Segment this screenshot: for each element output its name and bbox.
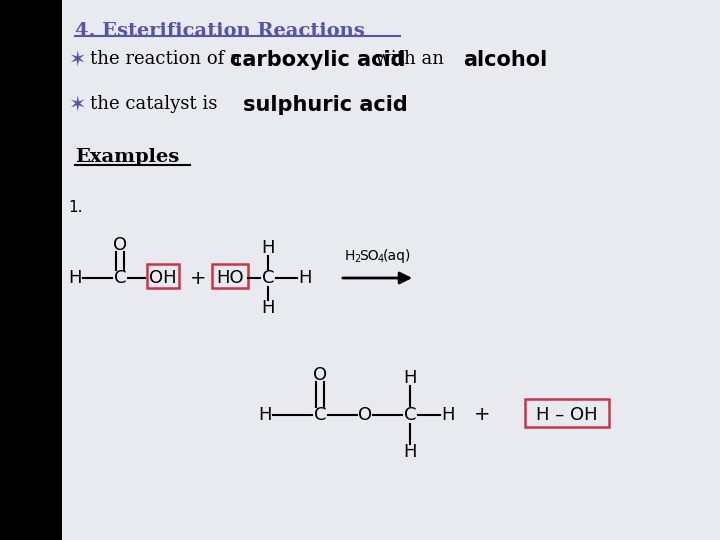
Text: +: + — [474, 406, 490, 424]
Text: the catalyst is: the catalyst is — [90, 95, 229, 113]
Text: ✶: ✶ — [68, 95, 86, 115]
Text: alcohol: alcohol — [463, 50, 547, 70]
Bar — [0, 0, 62, 60]
Bar — [0, 360, 62, 420]
Text: +: + — [190, 268, 206, 287]
Bar — [212, 264, 248, 288]
Text: H: H — [403, 369, 417, 387]
Text: H: H — [345, 249, 356, 263]
Text: H: H — [68, 269, 82, 287]
Text: SO: SO — [359, 249, 379, 263]
Bar — [0, 180, 62, 240]
Bar — [0, 60, 62, 120]
Text: O: O — [358, 406, 372, 424]
Text: the reaction of a: the reaction of a — [90, 50, 252, 68]
Text: H: H — [261, 239, 275, 257]
Text: OH: OH — [149, 269, 177, 287]
Text: 1.: 1. — [68, 200, 83, 215]
Text: H: H — [403, 443, 417, 461]
Text: C: C — [114, 269, 126, 287]
Text: carboxylic acid: carboxylic acid — [230, 50, 405, 70]
Text: HO: HO — [216, 269, 244, 287]
Text: H: H — [298, 269, 312, 287]
Bar — [147, 264, 179, 288]
Text: with an: with an — [364, 50, 456, 68]
Text: (aq): (aq) — [383, 249, 411, 263]
Text: H: H — [261, 299, 275, 317]
Text: C: C — [404, 406, 416, 424]
Text: O: O — [313, 366, 327, 384]
Text: 4: 4 — [378, 254, 384, 264]
Text: H: H — [441, 406, 455, 424]
Bar — [0, 420, 62, 480]
Text: O: O — [113, 236, 127, 254]
Text: sulphuric acid: sulphuric acid — [243, 95, 408, 115]
Text: C: C — [314, 406, 326, 424]
Bar — [0, 480, 62, 540]
Bar — [0, 240, 62, 300]
Text: C: C — [262, 269, 274, 287]
Text: 2: 2 — [354, 254, 360, 264]
Bar — [525, 399, 609, 427]
Text: Examples: Examples — [75, 148, 179, 166]
Bar — [0, 300, 62, 360]
Text: ✶: ✶ — [68, 50, 86, 70]
Bar — [0, 120, 62, 180]
Text: 4. Esterification Reactions: 4. Esterification Reactions — [75, 22, 365, 40]
Text: H: H — [258, 406, 271, 424]
Text: H – OH: H – OH — [536, 406, 598, 424]
